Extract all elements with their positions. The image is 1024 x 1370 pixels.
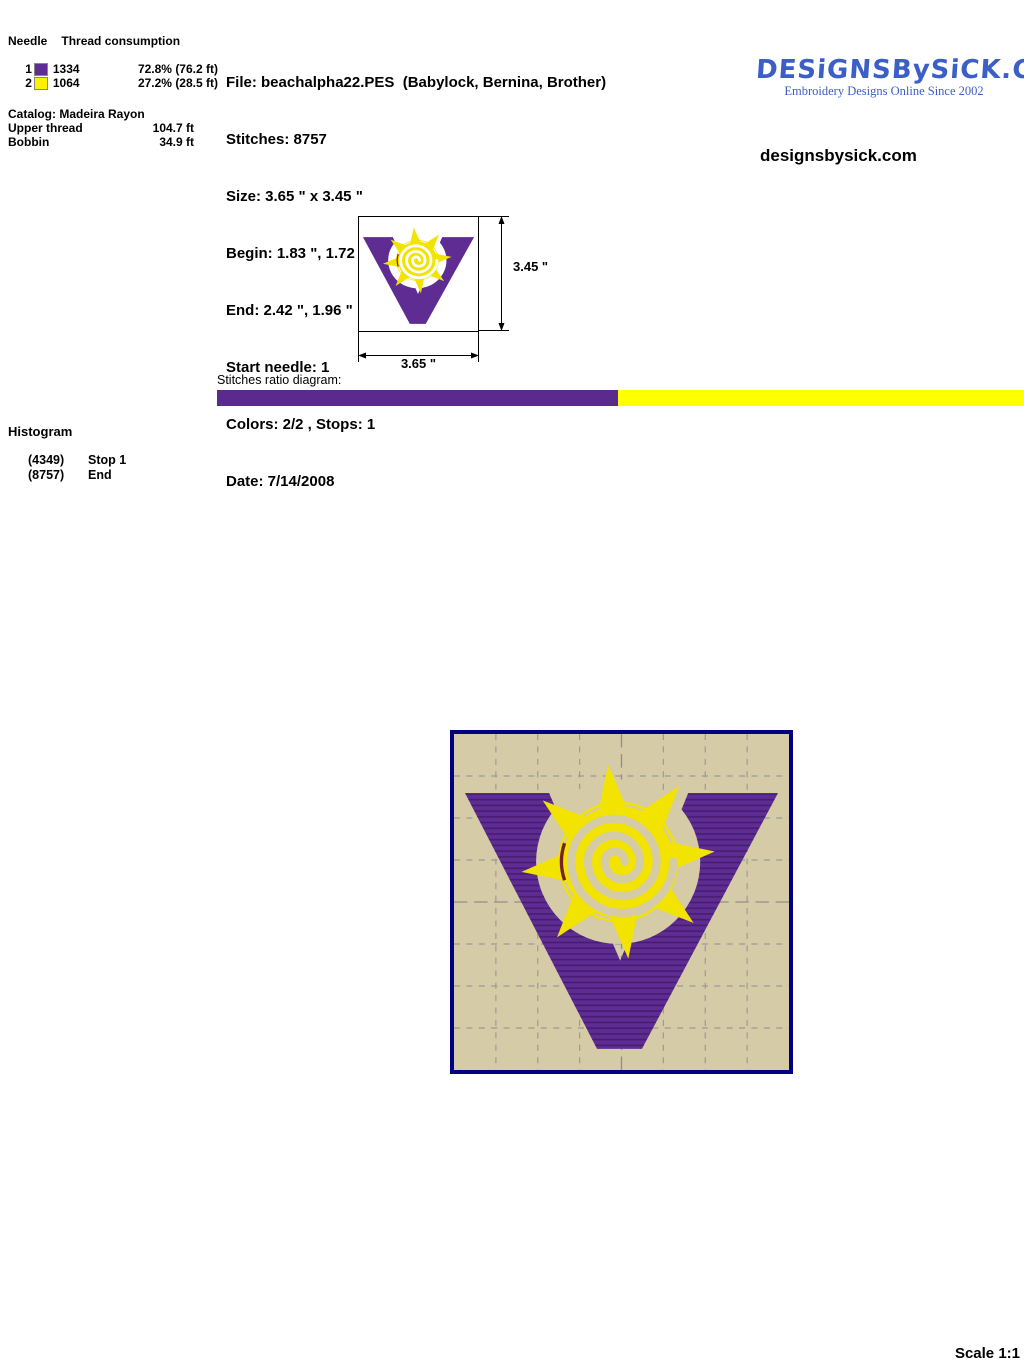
thread-code: 1334	[52, 62, 80, 76]
thread-consumption-value: 27.2% (28.5 ft)	[137, 76, 218, 90]
design-thumbnail	[358, 216, 479, 332]
bobbin-value: 34.9 ft	[159, 135, 194, 149]
thread-consumption-table: Needle Thread consumption 1 1334 72.8% (…	[8, 34, 218, 149]
thread-color-swatch	[33, 76, 48, 90]
upper-thread-label: Upper thread	[8, 121, 83, 135]
histogram-entries: (4349) Stop 1 (8757) End	[28, 453, 126, 483]
upper-thread-line: Upper thread 104.7 ft	[8, 121, 194, 135]
table-row: 1 1334 72.8% (76.2 ft)	[18, 62, 218, 76]
height-dimension-label: 3.45 "	[513, 259, 549, 274]
scale-label: Scale 1:1	[954, 1345, 1020, 1362]
file-info-block: File: beachalpha22.PES (Babylock, Bernin…	[226, 35, 606, 529]
histogram-entry: (4349) Stop 1	[28, 453, 126, 468]
upper-thread-value: 104.7 ft	[152, 121, 194, 135]
v-sun-motif-large	[454, 734, 789, 1070]
histogram-title: Histogram	[8, 424, 73, 439]
logo-tagline: Embroidery Designs Online Since 2002	[784, 84, 984, 98]
designsbysick-logo: DESiGNSBySiCK.CoM Embroidery Designs Onl…	[754, 55, 1024, 98]
consumption-column-header: Thread consumption	[61, 34, 181, 48]
start-needle-line: Start needle: 1	[226, 359, 330, 376]
size-line: Size: 3.65 " x 3.45 "	[226, 188, 363, 205]
bobbin-label: Bobbin	[8, 135, 50, 149]
dimension-annotations	[358, 216, 509, 362]
design-large-preview	[450, 730, 793, 1074]
date-line: Date: 7/14/2008	[226, 473, 335, 490]
stitches-ratio-bar	[217, 390, 1024, 406]
needle-column-header: Needle	[8, 34, 48, 48]
catalog-line: Catalog: Madeira Rayon	[8, 107, 145, 121]
thread-consumption-value: 72.8% (76.2 ft)	[137, 62, 218, 76]
table-row: 2 1064 27.2% (28.5 ft)	[18, 76, 218, 90]
file-name-line: File: beachalpha22.PES (Babylock, Bernin…	[226, 74, 607, 91]
needle-number: 2	[25, 76, 32, 90]
histogram-stitch-count: (8757)	[28, 468, 65, 482]
width-dimension-label: 3.65 "	[400, 356, 437, 371]
stitches-ratio-label: Stitches ratio diagram:	[217, 373, 342, 387]
histogram-entry: (8757) End	[28, 468, 126, 483]
ratio-segment-purple	[217, 390, 619, 406]
ratio-segment-yellow	[618, 390, 1024, 406]
logo-wordmark: DESiGNSBySiCK.CoM	[754, 55, 1024, 85]
histogram-stitch-count: (4349)	[28, 453, 65, 467]
end-line: End: 2.42 ", 1.96 "	[226, 302, 353, 319]
bobbin-line: Bobbin 34.9 ft	[8, 135, 194, 149]
logo-domain-text: designsbysick.com	[760, 146, 917, 165]
histogram-entry-name: Stop 1	[88, 453, 127, 467]
thread-code: 1064	[52, 76, 80, 90]
thread-color-swatch	[33, 62, 48, 76]
histogram-entry-name: End	[88, 468, 112, 482]
stitches-line: Stitches: 8757	[226, 131, 327, 148]
colors-stops-line: Colors: 2/2 , Stops: 1	[226, 416, 376, 433]
needle-number: 1	[25, 62, 32, 76]
thread-table-header: Needle Thread consumption	[8, 34, 218, 48]
